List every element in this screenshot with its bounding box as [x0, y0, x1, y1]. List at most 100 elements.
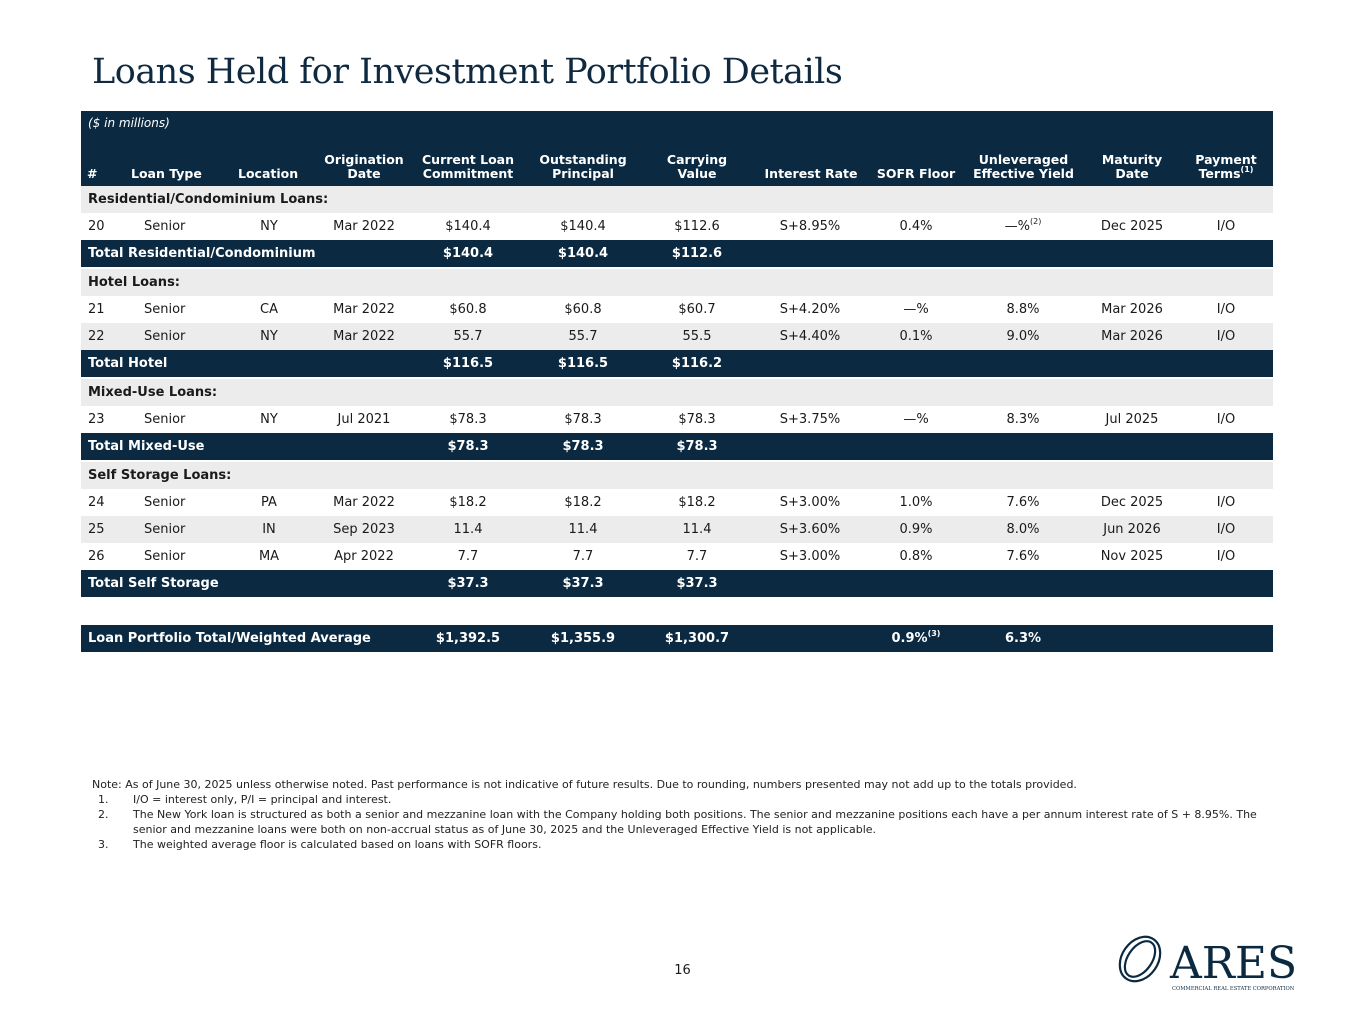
table-row: 26 Senior MA Apr 2022 7.7 7.7 7.7 S+3.00% 0.8% 7.…: [81, 543, 1273, 570]
cell-type: Senior: [144, 495, 186, 510]
cell-mat: Nov 2025: [1100, 549, 1164, 564]
logo-tagline: COMMERCIAL REAL ESTATE CORPORATION: [1172, 986, 1295, 992]
col-origination: Origination Date: [324, 152, 404, 181]
col-carrying: Carrying Value: [666, 152, 728, 181]
cell-floor: 0.9%: [899, 522, 933, 537]
cell-out: $18.2: [564, 495, 602, 510]
cell-out: 7.7: [572, 549, 594, 564]
cell-commit: 11.4: [453, 522, 483, 537]
cell-loc: NY: [260, 329, 278, 344]
cell-yield: 6.3%: [1004, 631, 1042, 646]
cell-out: $140.4: [557, 246, 609, 261]
cell-out: $78.3: [562, 439, 604, 454]
col-floor: SOFR Floor: [876, 166, 956, 181]
cell-carry: $112.6: [674, 219, 720, 234]
cell-yield: —%(2): [1004, 217, 1042, 235]
units-label: ($ in millions): [88, 116, 170, 130]
cell-yield: 8.0%: [1006, 522, 1040, 537]
total-label: Total Residential/Condominium: [88, 246, 316, 261]
cell-commit: 7.7: [457, 549, 479, 564]
portfolio-table: ($ in millions) # Loan Type Location Ori…: [81, 111, 1273, 652]
cell-out: $60.8: [564, 302, 602, 317]
cell-out: 55.7: [568, 329, 598, 344]
footnote-item: 2. The New York loan is structured as bot…: [98, 808, 1257, 836]
cell-orig: Mar 2022: [333, 495, 395, 510]
cell-out: $1,355.9: [550, 631, 616, 646]
col-location: Location: [238, 166, 299, 181]
cell-carry: 7.7: [686, 549, 708, 564]
col-payment: Payment Terms(1): [1195, 152, 1257, 181]
cell-yield: 7.6%: [1006, 495, 1040, 510]
cell-carry: $116.2: [671, 356, 723, 371]
cell-floor: 0.8%: [899, 549, 933, 564]
cell-loc: MA: [258, 549, 280, 564]
page-title: Loans Held for Investment Portfolio Deta…: [92, 52, 843, 92]
cell-pay: I/O: [1216, 219, 1236, 234]
cell-out: $37.3: [562, 576, 604, 591]
cell-type: Senior: [144, 412, 186, 427]
cell-commit: $78.3: [447, 439, 489, 454]
cell-rate: S+3.75%: [779, 412, 841, 427]
cell-loc: CA: [260, 302, 278, 317]
table-row: 20 Senior NY Mar 2022 $140.4 $140.4 $112.6 S+8.…: [81, 213, 1273, 240]
cell-type: Senior: [144, 329, 186, 344]
total-row: Total Hotel $116.5 $116.5 $116.2: [81, 350, 1273, 377]
section-label: Residential/Condominium Loans:: [88, 192, 329, 207]
cell-carry: $1,300.7: [664, 631, 730, 646]
cell-rate: S+8.95%: [779, 219, 841, 234]
total-label: Total Hotel: [88, 356, 168, 371]
section-label: Self Storage Loans:: [88, 468, 232, 483]
cell-num: 20: [88, 219, 105, 234]
cell-carry: $18.2: [678, 495, 716, 510]
cell-type: Senior: [144, 302, 186, 317]
cell-rate: S+4.40%: [779, 329, 841, 344]
cell-commit: $140.4: [442, 246, 494, 261]
col-outstanding: Outstanding Principal: [539, 152, 627, 181]
total-row: Total Mixed-Use $78.3 $78.3 $78.3: [81, 433, 1273, 460]
section-header: Self Storage Loans:: [81, 462, 1273, 489]
cell-loc: IN: [262, 522, 276, 537]
cell-pay: I/O: [1216, 412, 1236, 427]
cell-mat: Dec 2025: [1100, 495, 1164, 510]
cell-floor: 0.9%(3): [891, 629, 941, 647]
section-label: Hotel Loans:: [88, 275, 181, 290]
cell-commit: $116.5: [442, 356, 494, 371]
cell-carry: $78.3: [678, 412, 716, 427]
cell-pay: I/O: [1216, 522, 1236, 537]
cell-orig: Mar 2022: [333, 219, 395, 234]
col-loan-type: Loan Type: [131, 166, 202, 181]
cell-commit: $18.2: [449, 495, 487, 510]
cell-mat: Jun 2026: [1103, 522, 1161, 537]
cell-carry: $37.3: [676, 576, 718, 591]
cell-carry: $112.6: [671, 246, 723, 261]
cell-commit: $60.8: [449, 302, 487, 317]
grand-total-label: Loan Portfolio Total/Weighted Average: [88, 631, 371, 646]
footnote-item: 1. I/O = interest only, P/I = principal a…: [98, 793, 392, 806]
cell-num: 22: [88, 329, 105, 344]
table-row: 23 Senior NY Jul 2021 $78.3 $78.3 $78.3 S+3.75%…: [81, 406, 1273, 433]
cell-rate: S+3.60%: [779, 522, 841, 537]
cell-carry: 11.4: [682, 522, 712, 537]
cell-carry: 55.5: [682, 329, 712, 344]
total-label: Total Self Storage: [88, 576, 219, 591]
cell-out: $78.3: [564, 412, 602, 427]
logo-wordmark: ARES: [1169, 938, 1297, 989]
cell-orig: Sep 2023: [333, 522, 395, 537]
cell-yield: 7.6%: [1006, 549, 1040, 564]
cell-commit: $37.3: [447, 576, 489, 591]
cell-mat: Mar 2026: [1101, 329, 1163, 344]
total-label: Total Mixed-Use: [88, 439, 205, 454]
table-body: Residential/Condominium Loans: 20 Senior NY…: [81, 186, 1273, 652]
cell-yield: 8.3%: [1006, 412, 1040, 427]
col-commitment: Current Loan Commitment: [422, 152, 514, 181]
page-number: 16: [674, 963, 691, 978]
cell-commit: $78.3: [449, 412, 487, 427]
cell-mat: Dec 2025: [1100, 219, 1164, 234]
cell-floor: 0.4%: [899, 219, 933, 234]
cell-floor: —%: [903, 412, 929, 427]
cell-num: 23: [88, 412, 105, 427]
section-header: Residential/Condominium Loans:: [81, 186, 1273, 213]
cell-commit: 55.7: [453, 329, 483, 344]
col-yield: Unleveraged Effective Yield: [973, 152, 1074, 181]
cell-mat: Mar 2026: [1101, 302, 1163, 317]
